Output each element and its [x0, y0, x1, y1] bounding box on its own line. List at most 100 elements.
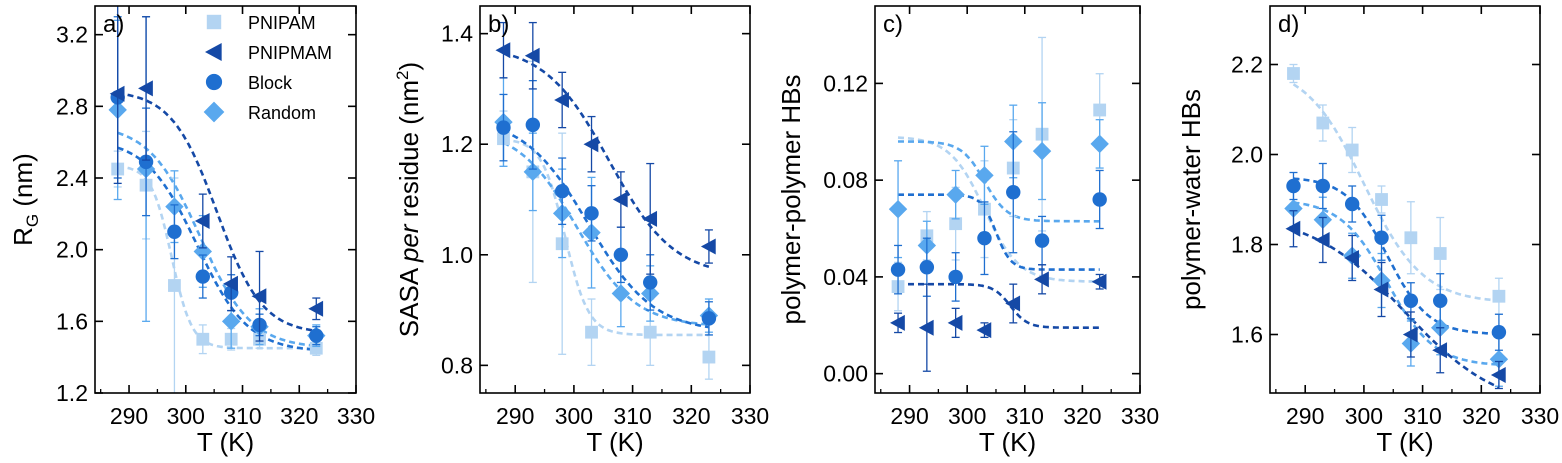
data-point-random [975, 166, 994, 185]
data-point-pnipmam [251, 288, 267, 305]
axes-frame [479, 5, 751, 394]
data-point-pnipmam [1005, 295, 1021, 312]
x-tick-label: 330 [1521, 403, 1559, 429]
legend-marker-block [205, 73, 223, 91]
plot-area [108, 6, 326, 393]
data-point-block [309, 328, 324, 343]
axes-frame [94, 5, 357, 394]
y-tick-label: 0.12 [823, 70, 868, 96]
fit-line-pnipam [1292, 83, 1499, 302]
data-point-pnipmam [308, 300, 324, 317]
x-tick-label: 320 [1063, 403, 1101, 429]
legend-label-pnipmam: PNIPMAM [248, 43, 332, 63]
x-tick-label: 320 [672, 403, 710, 429]
y-tick-label: 0.04 [823, 264, 868, 290]
data-point-block [554, 184, 570, 199]
panel-a: 290 300 310 320 330 1.2 1.6 2.0 2.4 2.8 3.2 T (K) RG… [8, 5, 375, 457]
y-tick-label: 0.00 [823, 361, 868, 387]
data-point-block [525, 117, 541, 133]
data-point-block [919, 260, 935, 275]
data-point-block [1344, 196, 1360, 212]
fit-line-pnipmam [898, 282, 1100, 329]
fit-line-block [1293, 177, 1499, 336]
data-point-pnipmam [1314, 232, 1330, 248]
axes-frame [874, 5, 1141, 394]
series-pnipmam [109, 6, 324, 342]
data-point-pnipam [643, 325, 657, 339]
series-pnipmam [1285, 210, 1506, 390]
plot-area [888, 36, 1109, 372]
data-point-block [613, 247, 629, 262]
data-point-pnipmam [1034, 271, 1049, 288]
fit-line-block [117, 146, 317, 352]
data-point-block [167, 224, 182, 239]
data-point-random [946, 185, 965, 204]
data-point-pnipmam [495, 42, 511, 59]
fit-line-random [117, 131, 317, 348]
x-axis-label: T (K) [197, 427, 254, 457]
data-point-pnipmam [1091, 273, 1107, 290]
data-point-random [1284, 199, 1303, 218]
data-point-pnipam [1492, 289, 1506, 303]
data-point-pnipam [196, 332, 210, 346]
x-tick-label: 310 [223, 403, 261, 429]
data-point-random [221, 312, 241, 331]
series-pnipam [497, 60, 716, 380]
panel-letter: c) [883, 11, 903, 38]
legend-label-random: Random [248, 103, 316, 123]
fit-line-pnipmam [117, 91, 317, 333]
y-tick-label: 2.0 [1231, 142, 1263, 168]
y-label-sub: G [23, 214, 42, 227]
data-point-block [948, 269, 963, 285]
x-tick-label: 320 [280, 403, 318, 429]
series-block [890, 131, 1107, 302]
series-random [494, 77, 719, 333]
data-point-pnipam [1093, 103, 1107, 117]
y-label-italic: per [394, 223, 424, 263]
y-label-sup: 2 [393, 70, 412, 79]
series-pnipmam [890, 264, 1107, 372]
x-tick-label: 330 [1121, 403, 1159, 429]
data-point-block [1491, 325, 1507, 340]
data-point-pnipmam [194, 213, 210, 229]
legend-label-pnipam: PNIPAM [248, 13, 316, 33]
x-tick-label: 300 [948, 403, 986, 429]
data-point-block [496, 120, 511, 135]
panel-b: 290 300 310 320 330 0.8 1.0 1.2 1.4 T (K) SASA per… [393, 5, 769, 457]
data-point-pnipmam [890, 314, 905, 331]
panel-letter: a) [103, 11, 124, 38]
fit-line-random [1293, 201, 1499, 366]
y-tick-label: 2.8 [56, 93, 88, 119]
data-point-pnipmam [700, 238, 716, 255]
x-tick-label: 290 [496, 403, 534, 429]
data-point-random [888, 199, 908, 219]
y-tick-label: 1.8 [1231, 232, 1263, 258]
y-label-rest: residue (nm [394, 80, 424, 225]
x-tick-label: 300 [167, 403, 205, 429]
plot-area [1284, 63, 1509, 390]
axes-frame [1269, 5, 1541, 394]
y-label-main: polymer-polymer HBs [776, 75, 806, 325]
data-point-pnipmam [1373, 281, 1389, 298]
data-point-random [523, 162, 543, 182]
data-point-random [1090, 134, 1109, 154]
data-point-pnipam [1404, 231, 1418, 245]
data-point-pnipam [585, 325, 598, 339]
panel-letter: b) [488, 11, 509, 38]
data-point-block [584, 206, 599, 221]
x-tick-label: 290 [890, 403, 928, 429]
data-point-block [1374, 230, 1389, 245]
x-axis-label: T (K) [586, 427, 643, 457]
data-point-block [1286, 178, 1301, 194]
data-point-pnipam [168, 279, 181, 292]
data-point-block [138, 154, 154, 170]
data-point-block [1034, 233, 1050, 248]
y-tick-label: 1.6 [56, 308, 88, 334]
data-point-pnipmam [223, 275, 238, 292]
panel-c: 290 300 310 320 330 0.00 0.04 0.08 0.12 T (K) poly… [776, 5, 1159, 457]
data-point-pnipmam [554, 91, 569, 108]
data-point-block [977, 231, 992, 246]
data-point-pnipmam [1490, 367, 1506, 383]
y-label-rest: (nm) [8, 153, 38, 214]
